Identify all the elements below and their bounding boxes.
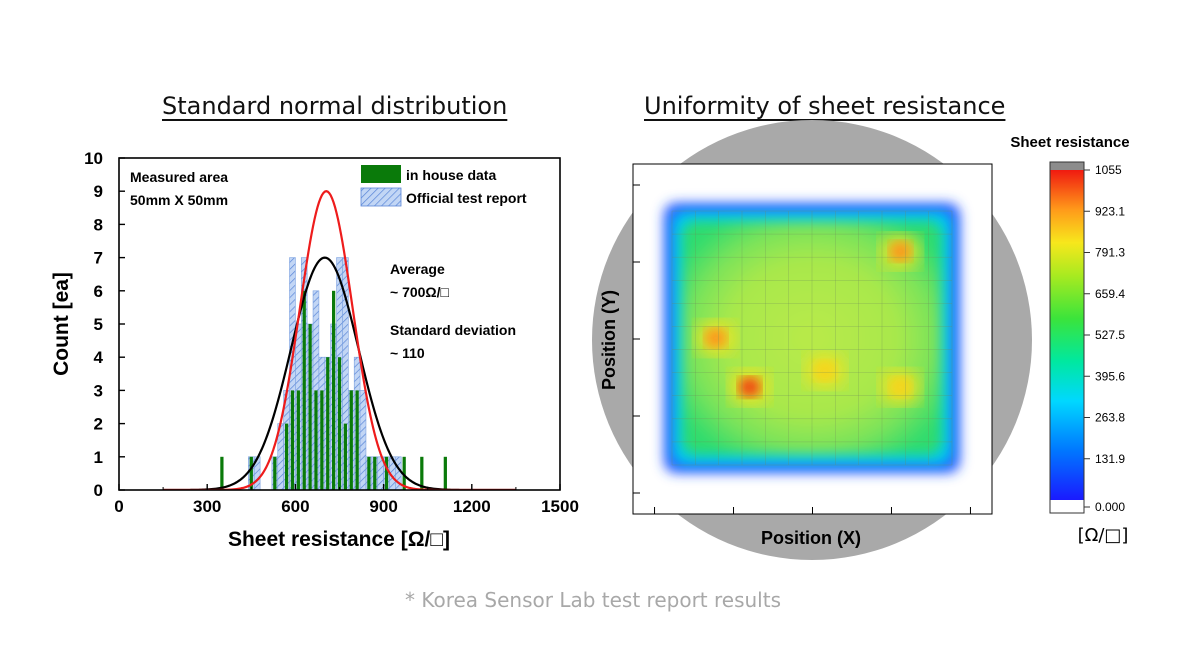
y-axis-ticks: 0 1 2 3 4 5 6 7 8 9 10 [84, 149, 125, 500]
inhouse-bar [332, 290, 336, 490]
inhouse-bar [367, 456, 371, 490]
inhouse-bar [349, 390, 353, 490]
colorbar-gradient [1050, 170, 1084, 500]
colorbar-tick-label: 791.3 [1095, 246, 1125, 260]
y-tick-label: 6 [94, 282, 103, 301]
y-tick-label: 8 [94, 215, 103, 234]
colorbar-tick-label: 131.9 [1095, 452, 1125, 466]
inhouse-bar [402, 456, 406, 490]
map-ticks [633, 184, 971, 514]
map-y-axis-label: Position (Y) [599, 290, 619, 390]
hotspot-core [889, 377, 912, 398]
x-tick-label: 600 [281, 497, 309, 516]
y-axis-label: Count [ea] [50, 272, 73, 376]
legend: in house data Official test report [360, 165, 527, 207]
inhouse-bars [220, 290, 447, 490]
heatmap-title: Uniformity of sheet resistance [644, 92, 1006, 120]
colorbar-title: Sheet resistance [1010, 134, 1129, 151]
inhouse-bar [290, 390, 295, 490]
x-tick-label: 0 [114, 497, 123, 516]
y-tick-label: 7 [94, 249, 103, 268]
footnote: * Korea Sensor Lab test report results [405, 588, 781, 612]
map-x-axis-label: Position (X) [761, 528, 861, 548]
inhouse-bar [249, 456, 253, 490]
annotation-sd-value: ~ 110 [390, 345, 425, 361]
hotspot-core [704, 328, 727, 348]
inhouse-bar [355, 390, 359, 490]
annotation-average-value: ~ 700Ω/□ [390, 284, 450, 300]
colorbar-cap [1050, 162, 1084, 170]
inhouse-bar [220, 456, 224, 490]
y-tick-label: 2 [94, 415, 103, 434]
official-bar [359, 390, 367, 490]
inhouse-bar [320, 390, 324, 490]
x-tick-label: 1200 [453, 497, 491, 516]
inhouse-bar [343, 423, 347, 490]
y-tick-label: 0 [94, 481, 103, 500]
y-tick-label: 1 [94, 448, 103, 467]
x-axis-label: Sheet resistance [Ω/□] [228, 528, 450, 551]
x-axis-ticks: 0 300 600 900 1200 1500 [114, 484, 579, 516]
inhouse-bar [296, 390, 300, 490]
y-tick-label: 10 [84, 149, 103, 168]
inhouse-bar [384, 456, 389, 490]
inhouse-bar [314, 390, 318, 490]
colorbar-tick-label: 395.6 [1095, 369, 1125, 383]
map-grid [671, 210, 953, 466]
x-tick-label: 1500 [541, 497, 579, 516]
inhouse-bar [302, 290, 306, 490]
x-tick-label: 900 [369, 497, 397, 516]
inhouse-bar [273, 456, 277, 490]
colorbar-frame [1049, 161, 1085, 514]
legend-swatch-official [360, 187, 402, 207]
colorbar-zero [1050, 500, 1084, 513]
annotation-average-title: Average [390, 261, 445, 277]
histogram-title: Standard normal distribution [162, 92, 508, 120]
colorbar-tick-label: 527.5 [1095, 328, 1125, 342]
colorbar-tick-label: 659.4 [1095, 287, 1125, 301]
inhouse-bar [420, 456, 424, 490]
y-tick-label: 5 [94, 315, 103, 334]
colorbar-tick-label: 923.1 [1095, 204, 1125, 218]
sheet-resistance-map [664, 203, 960, 473]
colorbar-tick-label: 1055 [1095, 163, 1122, 177]
y-tick-label: 3 [94, 381, 103, 400]
hotspot-core [738, 377, 761, 398]
y-tick-label: 9 [94, 182, 103, 201]
colorbar-unit: [Ω/□] [1078, 525, 1129, 546]
colorbar-tick-label: 263.8 [1095, 411, 1125, 425]
legend-label-official: Official test report [406, 190, 527, 206]
annotation-sd-title: Standard deviation [390, 322, 516, 338]
annotation-area-size: 50mm X 50mm [130, 192, 228, 208]
inhouse-bar [326, 357, 330, 490]
inhouse-bar [308, 324, 312, 490]
hotspot-core [814, 360, 836, 381]
legend-label-inhouse: in house data [406, 167, 496, 183]
inhouse-bar [337, 357, 342, 490]
inhouse-bar [284, 423, 289, 490]
inhouse-bar [443, 456, 447, 490]
annotation-area-title: Measured area [130, 169, 228, 185]
colorbar-ticks: 1055 923.1 791.3 659.4 527.5 395.6 263.8 131.9 0… [1084, 163, 1125, 514]
hotspot-core [889, 241, 912, 262]
heatmap-chart: Position (X) Position (Y) Sheet resistan… [592, 120, 1130, 560]
histogram-chart: 0 300 600 900 1200 1500 0 1 2 3 4 5 6 7 8 9 10 Sheet re… [50, 149, 579, 551]
colorbar-tick-label: 0.000 [1095, 500, 1125, 514]
inhouse-bar [373, 456, 377, 490]
x-tick-label: 300 [193, 497, 221, 516]
y-tick-label: 4 [94, 348, 104, 367]
legend-swatch-inhouse [361, 165, 401, 183]
